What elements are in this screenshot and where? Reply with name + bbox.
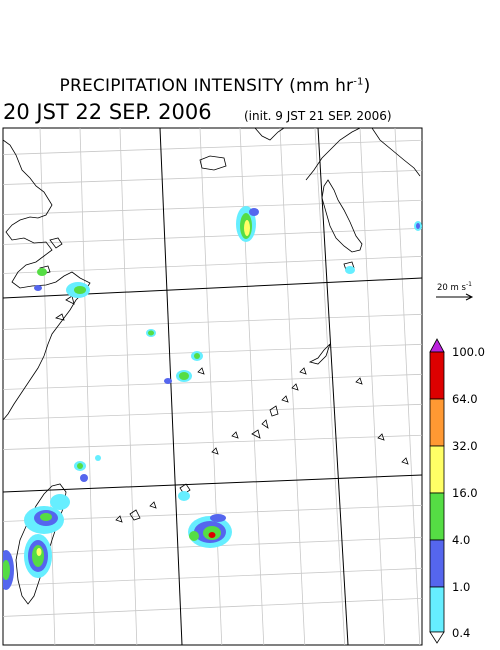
valid-time: 20 JST 22 SEP. 2006 <box>3 100 212 124</box>
colorbar <box>429 338 445 644</box>
title-exponent: -1 <box>353 76 364 88</box>
wind-vector-exponent: -1 <box>465 281 472 288</box>
colorbar-top-arrow <box>429 338 445 353</box>
colorbar-bin-04-1 <box>429 586 445 633</box>
colorbar-bin-1-4 <box>429 539 445 588</box>
colorbar-bin-16-32 <box>429 445 445 494</box>
init-time: (init. 9 JST 21 SEP. 2006) <box>244 109 392 123</box>
precipitation-cells <box>3 206 422 590</box>
wind-vector-legend-label: 20 m s-1 <box>437 281 472 293</box>
wind-vector-legend-arrow <box>436 293 474 301</box>
map-title: PRECIPITATION INTENSITY (mm hr-1) <box>0 76 430 96</box>
lat-lon-grid <box>3 128 422 645</box>
colorbar-label-4: 4.0 <box>452 533 471 547</box>
colorbar-bin-64-100 <box>429 351 445 400</box>
map-frame <box>2 127 423 646</box>
colorbar-bottom-arrow <box>429 631 445 644</box>
colorbar-label-32: 32.0 <box>452 439 478 453</box>
colorbar-label-04: 0.4 <box>452 626 471 640</box>
colorbar-bin-32-64 <box>429 398 445 447</box>
title-text: PRECIPITATION INTENSITY (mm hr <box>59 76 354 96</box>
colorbar-label-1: 1.0 <box>452 580 471 594</box>
colorbar-label-16: 16.0 <box>452 486 478 500</box>
wind-vector-value: 20 m s <box>437 282 466 293</box>
colorbar-label-64: 64.0 <box>452 392 478 406</box>
colorbar-label-100: 100.0 <box>452 345 485 359</box>
title-suffix: ) <box>363 76 371 96</box>
colorbar-bin-4-16 <box>429 492 445 541</box>
